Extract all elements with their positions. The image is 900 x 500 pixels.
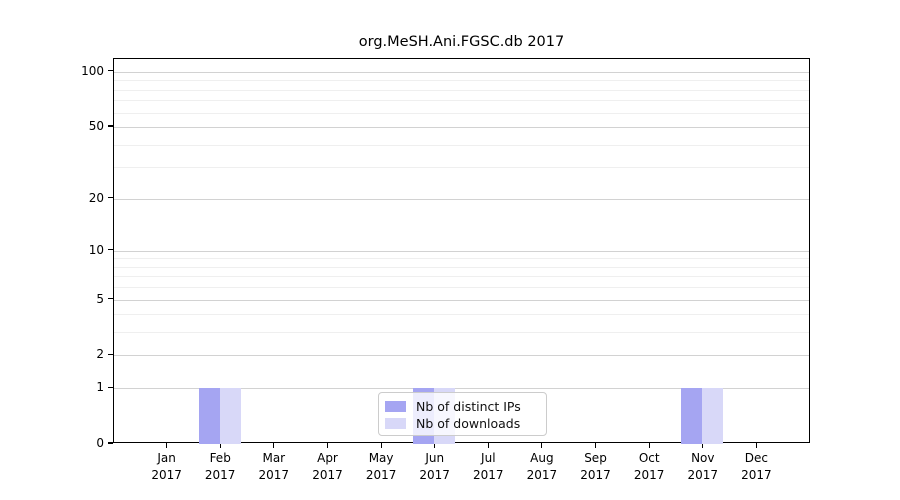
y-gridline-minor: [114, 332, 809, 334]
x-tick-label: Dec 2017: [741, 451, 772, 482]
x-tick-mark: [648, 443, 650, 448]
legend-item-downloads: Nb of downloads: [385, 415, 539, 431]
x-tick-label: Apr 2017: [312, 451, 343, 482]
y-gridline-major: [114, 299, 809, 301]
x-tick-mark: [273, 443, 275, 448]
x-tick-label: Feb 2017: [204, 451, 236, 482]
legend-item-distinct-ips: Nb of distinct IPs: [385, 398, 539, 414]
y-tick-label: 100: [81, 63, 104, 78]
x-tick-mark: [487, 443, 489, 448]
y-gridline-minor: [114, 314, 809, 316]
x-tick-mark: [434, 443, 436, 448]
y-tick-mark: [108, 353, 113, 355]
bar-distinct-ips-nov: [681, 388, 703, 444]
x-tick-mark: [326, 443, 329, 448]
y-gridline-minor: [114, 258, 809, 260]
legend-label-distinct-ips: Nb of distinct IPs: [416, 398, 521, 414]
x-tick-mark: [380, 443, 382, 448]
x-tick-label: Jun 2017: [419, 451, 450, 482]
x-tick-mark: [702, 443, 704, 448]
y-gridline-major: [114, 198, 809, 200]
x-tick-mark: [755, 443, 757, 448]
x-tick-label: Nov 2017: [687, 451, 719, 482]
x-tick-label: May 2017: [365, 451, 397, 482]
y-tick-mark: [108, 297, 113, 300]
legend: Nb of distinct IPs Nb of downloads: [378, 392, 547, 436]
y-gridline-major: [114, 250, 809, 252]
bar-downloads-nov: [702, 388, 724, 444]
y-tick-label: 0: [96, 436, 104, 450]
y-gridline-minor: [114, 167, 809, 169]
y-tick-label: 5: [96, 291, 104, 306]
y-tick-mark: [108, 442, 113, 444]
x-tick-label: Jul 2017: [473, 451, 504, 482]
y-tick-label: 2: [96, 347, 104, 362]
chart-title: org.MeSH.Ani.FGSC.db 2017: [358, 34, 565, 50]
y-tick-label: 10: [88, 242, 104, 257]
x-tick-mark: [166, 443, 168, 448]
legend-label-downloads: Nb of downloads: [416, 415, 521, 431]
x-tick-label: Jan 2017: [151, 451, 182, 482]
y-gridline-minor: [114, 287, 809, 289]
y-gridline-minor: [114, 144, 809, 146]
y-tick-mark: [108, 196, 113, 199]
y-gridline-major: [114, 355, 809, 357]
y-tick-mark: [108, 249, 113, 251]
y-gridline-major: [114, 388, 809, 390]
y-gridline-major: [114, 71, 809, 73]
x-tick-label: Mar 2017: [258, 451, 290, 482]
x-tick-label: Sep 2017: [580, 451, 611, 482]
y-gridline-minor: [114, 266, 809, 268]
y-tick-mark: [108, 70, 113, 72]
x-tick-label: Oct 2017: [633, 451, 665, 482]
y-gridline-minor: [114, 80, 809, 82]
plot-area: [113, 58, 810, 444]
y-gridline-minor: [114, 112, 809, 114]
y-tick-label: 1: [96, 380, 104, 395]
bar-distinct-ips-feb: [198, 388, 220, 444]
y-tick-mark: [108, 386, 113, 388]
y-gridline-minor: [114, 276, 809, 278]
y-tick-label: 20: [88, 190, 104, 205]
y-gridline-major: [114, 127, 809, 128]
y-tick-mark: [108, 125, 113, 127]
y-gridline-minor: [114, 100, 809, 102]
x-tick-label: Aug 2017: [526, 451, 558, 482]
y-tick-label: 50: [88, 119, 104, 133]
legend-swatch-distinct-ips: [385, 400, 406, 412]
legend-swatch-downloads: [385, 417, 406, 429]
bar-downloads-feb: [219, 388, 241, 444]
x-tick-mark: [219, 443, 221, 448]
x-tick-mark: [541, 443, 543, 448]
x-tick-mark: [594, 443, 597, 448]
y-gridline-minor: [114, 89, 809, 91]
